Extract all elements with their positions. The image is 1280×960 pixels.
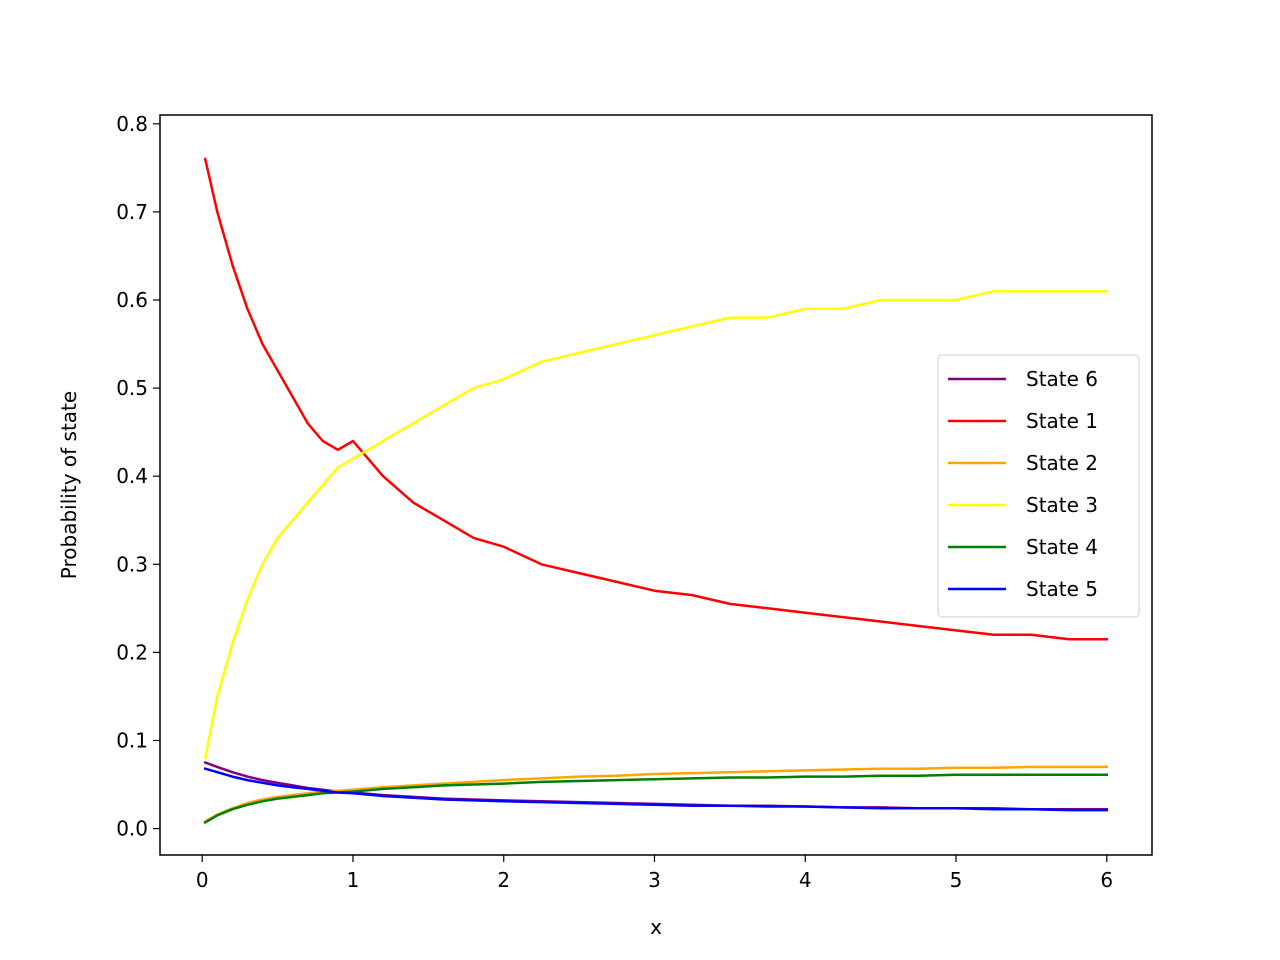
y-tick-label: 0.3 [116,552,148,576]
y-tick-label: 0.6 [116,288,148,312]
y-tick-label: 0.2 [116,640,148,664]
x-tick-label: 5 [950,868,963,892]
series-line-state-4 [203,773,1109,825]
x-tick-label: 1 [347,868,360,892]
series-line-state-5 [203,767,1109,812]
plot-lines [203,157,1109,825]
x-tick-label: 2 [497,868,510,892]
x-axis: 0 1 2 3 4 5 6 [196,855,1113,892]
y-tick-label: 0.4 [116,464,148,488]
legend-label: State 1 [1026,409,1098,433]
x-axis-label: x [650,915,662,939]
legend-label: State 4 [1026,535,1098,559]
legend-label: State 3 [1026,493,1098,517]
y-axis: 0.0 0.1 0.2 0.3 0.4 0.5 0.6 0.7 0.8 [116,112,160,841]
y-tick-label: 0.5 [116,376,148,400]
legend-label: State 2 [1026,451,1098,475]
y-tick-label: 0.7 [116,200,148,224]
legend-label: State 6 [1026,367,1098,391]
series-line-state-3 [203,289,1109,760]
x-tick-label: 4 [799,868,812,892]
series-line-state-1 [203,157,1109,641]
x-tick-label: 0 [196,868,209,892]
legend-label: State 5 [1026,577,1098,601]
x-tick-label: 3 [648,868,661,892]
x-tick-label: 6 [1100,868,1113,892]
legend: State 6 State 1 State 2 State 3 State 4 State… [937,354,1140,618]
y-tick-label: 0.0 [116,817,148,841]
y-tick-label: 0.1 [116,728,148,752]
y-axis-label: Probability of state [57,391,81,579]
series-line-state-2 [203,765,1109,824]
y-tick-label: 0.8 [116,112,148,136]
plot-area-frame [159,114,1153,856]
